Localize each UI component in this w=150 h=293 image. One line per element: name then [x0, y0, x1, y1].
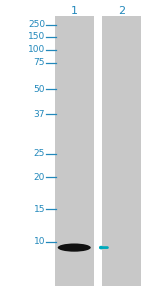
Ellipse shape [58, 243, 91, 252]
Bar [102, 16, 141, 286]
Text: 2: 2 [118, 6, 125, 16]
Text: 1: 1 [71, 6, 78, 16]
Text: 50: 50 [33, 85, 45, 94]
Text: 10: 10 [33, 237, 45, 246]
Text: 150: 150 [28, 32, 45, 41]
Text: 37: 37 [33, 110, 45, 119]
Text: 75: 75 [33, 59, 45, 67]
Text: 15: 15 [33, 205, 45, 214]
Text: 250: 250 [28, 21, 45, 29]
Bar [55, 16, 94, 286]
Text: 25: 25 [34, 149, 45, 158]
Text: 20: 20 [34, 173, 45, 182]
Text: 100: 100 [28, 45, 45, 54]
